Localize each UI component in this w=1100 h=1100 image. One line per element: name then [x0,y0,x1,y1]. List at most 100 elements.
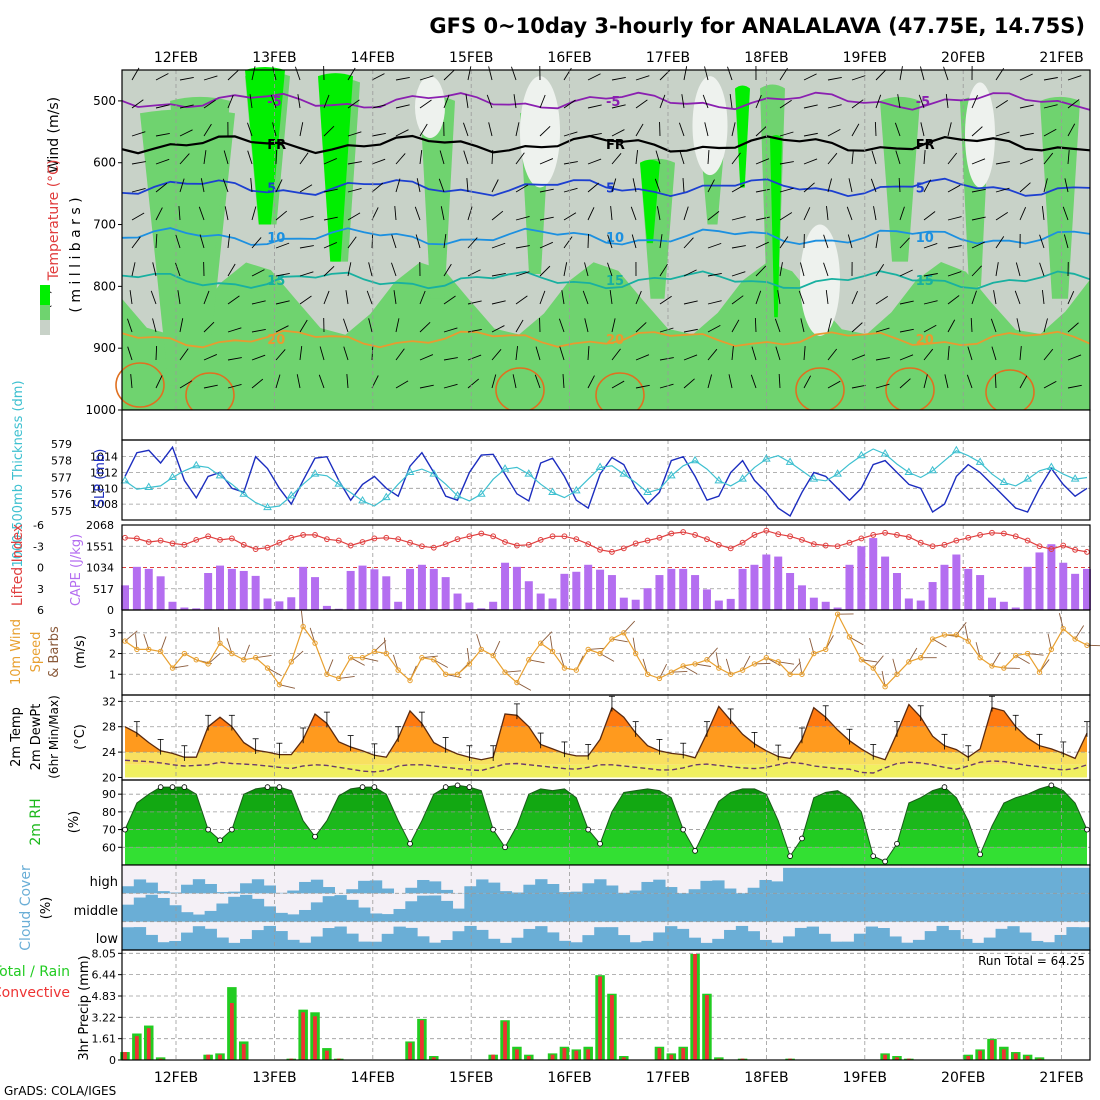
wind10m-marker [442,671,449,677]
y-tick-label: 6.44 [92,969,117,982]
upper-air-grid [175,70,1062,410]
lifted-index-marker [882,529,888,536]
wind10m-marker [953,632,960,638]
cloud-cell [452,931,465,950]
cloud-cell [582,893,595,922]
cloud-cell [523,928,536,950]
cape-bar [168,601,177,610]
isotherm-line [121,177,1091,198]
thickness-marker [1046,462,1056,470]
wind10m-marker [454,671,461,677]
cape-bar [1071,573,1080,610]
wind-barb [299,346,303,361]
wind-barb [971,94,978,109]
cloud-cell [818,893,831,922]
wind-barb [874,121,877,137]
lifted-index-marker [573,536,580,543]
rh2m-marker [490,826,496,833]
wind-barb [727,66,733,81]
wind-barb [944,374,949,389]
wind-barb [563,131,578,137]
wind-barb [775,346,781,361]
wind-barb [155,233,158,249]
cloud-cell [629,942,642,950]
wind-barb [895,150,901,165]
cape-bar [833,607,842,610]
wind10m-marker [597,650,603,657]
cloud-cell [251,898,265,922]
thickness-marker [144,482,154,491]
wind-barb [491,179,499,193]
wind-barb [659,295,672,305]
rh2m-marker [466,784,473,790]
y-tick-label: 600 [93,156,116,170]
wind-barb [323,265,335,277]
wind10m-marker [146,646,152,653]
wind-barb [923,324,937,333]
rh2m-marker [205,826,211,833]
wind-barb [251,206,257,221]
wind10m-marker [787,671,793,677]
wind-barb [803,73,817,81]
wind-barb [513,94,517,109]
thickness-marker [1070,474,1080,482]
wind-barb [488,66,493,81]
rh2m-marker [264,784,271,790]
cloud-cell [771,893,784,922]
y-tick-label: 70 [102,824,116,837]
cloud-cell [358,907,371,922]
wind-barb [923,179,932,193]
thickness-label: 1000-500mb Thickness (dm) [11,380,26,567]
wind10m-marker [169,665,176,671]
wind-barb [323,242,338,249]
wind-barb [419,75,434,81]
wind-barb [704,122,709,137]
wind10m-marker [929,636,936,642]
rh2m-marker [122,826,128,833]
cloud-cell [783,867,796,894]
cloud-cell [995,928,1008,950]
wind10m-marker [716,665,722,671]
cloud-cell [629,893,642,922]
wind-barb [848,178,853,193]
wind-barb [707,273,722,277]
lifted-index-marker [395,536,402,543]
wind-barb [803,346,806,361]
wind-barb [419,322,431,333]
cloud-cell [464,893,477,922]
precip-convective-bar [906,1058,911,1060]
thickness-marker [975,457,985,465]
wind-barb [779,131,794,137]
precip-convective-bar [562,1048,567,1060]
cloud-cell [771,881,784,894]
lifted-index-marker [704,536,710,543]
cape-bar [809,597,818,610]
wind-barb [803,104,818,109]
wind-barb [875,69,887,81]
wind-barb [1067,384,1082,389]
cloud-cell [771,942,784,950]
wind-barb [923,374,928,389]
lifted-index-marker [276,539,283,546]
wind-barb [659,94,666,109]
wind-barb [799,262,805,277]
wind-barb [659,327,674,333]
cloud-low-label: low [96,932,119,947]
lifted-index-marker [977,532,984,538]
rh2m-band [125,794,1087,812]
wind-barb [1041,206,1045,221]
rh-band-dry [965,82,995,188]
cape-bar [797,585,806,610]
wind10m-marker [728,671,734,677]
thickness-marker [263,502,272,511]
cloud-cell [558,892,572,894]
wind-barb [394,206,397,221]
lifted-index-marker [300,532,307,538]
wind-barb [539,126,551,137]
wind-barb [611,380,625,389]
cape-bar [132,566,141,610]
rh2m-marker [692,848,698,854]
wind-barb [827,129,841,137]
wind-barb [1067,150,1070,165]
cape-bar [322,605,331,610]
